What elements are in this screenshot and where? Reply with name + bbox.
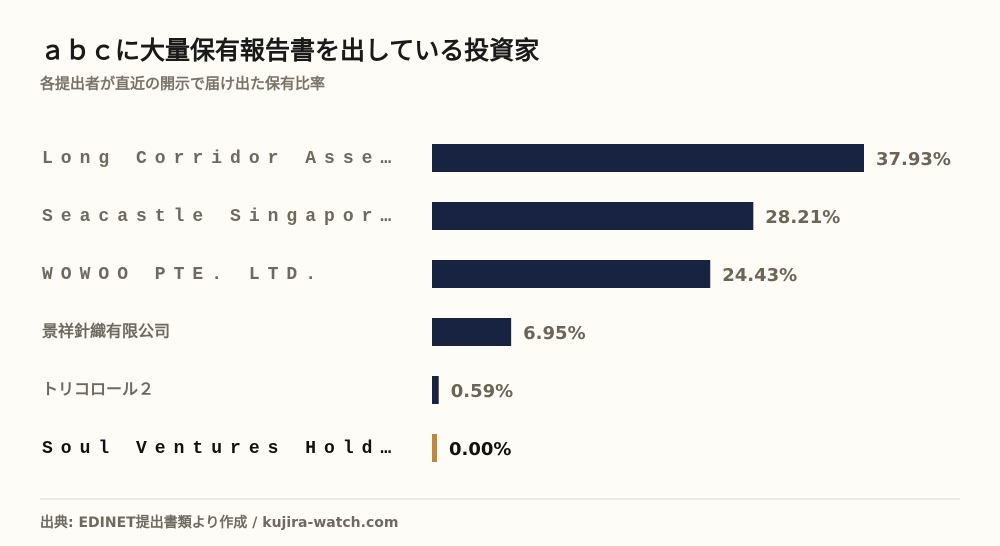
category-label: Seacastle Singapor…: [42, 207, 399, 227]
bar: [432, 376, 439, 404]
category-label: 景祥針織有限公司: [42, 322, 170, 341]
category-label: WOWOO PTE. LTD.: [42, 265, 324, 285]
bar: [432, 144, 864, 172]
category-label: Soul Ventures Hold…: [42, 439, 399, 459]
value-label: 37.93%: [876, 149, 951, 170]
bar: [432, 260, 711, 288]
bar: [432, 202, 754, 230]
value-label: 0.00%: [449, 439, 511, 460]
footer: 出典: EDINET提出書類より作成 / kujira-watch.com: [40, 514, 398, 531]
bar: [432, 434, 437, 462]
value-label: 24.43%: [722, 265, 797, 286]
bar: [432, 318, 512, 346]
value-label: 6.95%: [523, 323, 585, 344]
chart-subtitle: 各提出者が直近の開示で届け出た保有比率: [39, 75, 325, 93]
category-label: Long Corridor Asse…: [42, 149, 399, 169]
category-label: トリコロール２: [42, 380, 154, 399]
value-label: 0.59%: [451, 381, 513, 402]
chart-title: ａｂｃに大量保有報告書を出している投資家: [40, 36, 539, 65]
value-label: 28.21%: [765, 207, 840, 228]
